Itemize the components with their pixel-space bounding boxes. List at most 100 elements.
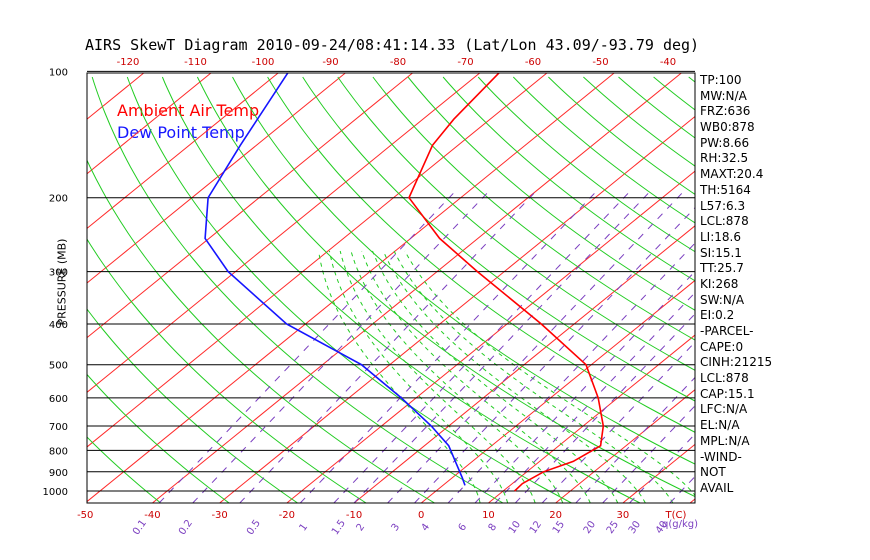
plot-frame (86, 72, 696, 504)
mixing-ratio-line (192, 192, 488, 503)
isotherm-line (0, 73, 77, 503)
temperature-tick-label: -50 (77, 510, 93, 521)
dry-adiabat-line (759, 77, 870, 503)
temperature-tick-label: -20 (279, 510, 295, 521)
moist-adiabat-line (328, 250, 509, 503)
isotherm-line (824, 73, 870, 503)
dry-adiabat-line (829, 77, 870, 503)
dry-adiabat-line (87, 308, 298, 503)
isotherm-line (87, 73, 615, 503)
mixing-ratio-line (414, 207, 695, 503)
plot-border (86, 72, 696, 504)
pressure-tick-label: 800 (49, 446, 68, 457)
dry-adiabat-line (548, 76, 695, 195)
temperature-tick-label: -30 (211, 510, 227, 521)
mixing-ratio-tick-label: 12 (528, 519, 544, 536)
isotherm-line (353, 225, 695, 503)
isotherm-line (286, 170, 695, 503)
stat-item: WB0:878 (700, 120, 755, 135)
dry-adiabat-line (477, 76, 695, 253)
mixing-ratio-line (669, 475, 695, 503)
stat-item: CINH:21215 (700, 355, 773, 370)
mixing-ratio-line (158, 192, 455, 503)
temperature-tick-label: 20 (549, 510, 562, 521)
dry-adiabat-line (337, 76, 695, 371)
stat-item: RH:32.5 (700, 151, 749, 166)
top-temperature-tick-label: -40 (660, 57, 676, 68)
mixing-ratio-tick-label: 15 (551, 519, 567, 536)
mixing-ratio-tick-label: 20 (582, 519, 598, 536)
stat-item: AVAIL (700, 480, 734, 495)
stat-item: LCL:878 (700, 371, 749, 386)
dry-adiabat-line (583, 76, 695, 167)
moist-adiabat-line (361, 250, 591, 503)
dry-adiabat-line (267, 76, 695, 433)
stat-item: FRZ:636 (700, 104, 751, 119)
isotherm-line (488, 334, 695, 503)
top-temperature-tick-label: -120 (117, 57, 140, 68)
stat-item: TH:5164 (700, 182, 751, 197)
top-temperature-tick-label: -80 (390, 57, 406, 68)
dry-adiabat-line (126, 76, 572, 503)
mixing-ratio-tick-label: 2 (355, 522, 368, 534)
stat-item: SW:N/A (700, 292, 745, 307)
dry-adiabat-line (87, 159, 435, 503)
moist-adiabat-line (350, 250, 564, 503)
isotherm-line (87, 73, 145, 120)
mixing-ratio-line (353, 192, 649, 503)
mixing-ratio-tick-label: 8 (487, 522, 500, 534)
mixing-ratio-tick-label: 25 (605, 519, 621, 536)
dry-adiabat-line (302, 76, 695, 402)
temperature-tick-label: -40 (144, 510, 160, 521)
dry-adiabat-line (864, 77, 870, 503)
dry-adiabat-line (442, 76, 695, 282)
stat-item: CAP:15.1 (700, 386, 755, 401)
moist-adiabat-line (318, 250, 481, 503)
mixing-ratio-tick-label: 6 (457, 522, 470, 534)
stat-item: CAPE:0 (700, 339, 744, 354)
dry-adiabat-line (794, 77, 870, 503)
mixing-ratio-line (299, 192, 596, 503)
isotherm-line (689, 498, 695, 503)
mixing-ratio-line (333, 192, 629, 503)
pressure-tick-label: 900 (49, 468, 68, 479)
mixing-ratio-unit-label: q(g/kg) (662, 519, 698, 530)
dry-adiabat-line (87, 238, 367, 503)
isotherm-line (87, 73, 346, 284)
stat-item: NOT (700, 465, 726, 480)
top-temperature-tick-label: -70 (457, 57, 473, 68)
isotherm-line (757, 73, 870, 503)
temperature-unit-label: T(C) (665, 510, 687, 521)
isotherm-line (87, 73, 413, 339)
mixing-ratio-line (447, 242, 695, 503)
mixing-ratio-line (474, 270, 695, 503)
mixing-ratio-tick-label: 0.2 (177, 518, 195, 537)
stat-item: LFC:N/A (700, 402, 748, 417)
isotherm-line (87, 73, 212, 175)
top-temperature-tick-label: -90 (322, 57, 338, 68)
dry-adiabat-line (161, 76, 641, 503)
pressure-tick-label: 100 (49, 67, 68, 78)
mixing-ratio-tick-label: 0.5 (245, 518, 263, 537)
stat-item: EI:0.2 (700, 308, 735, 323)
stat-item: LCL:878 (700, 214, 749, 229)
top-temperature-tick-label: -100 (252, 57, 275, 68)
stability-index-list: TP:100 MW:N/A FRZ:636 WB0:878 PW:8.66 RH:32.5… (700, 73, 772, 497)
pressure-tick-label: 300 (49, 268, 68, 279)
stat-item: MW:N/A (700, 88, 747, 103)
dry-adiabat-line (688, 76, 695, 83)
isobar-lines (87, 70, 695, 492)
stat-item: -PARCEL- (700, 324, 754, 338)
stat-item: PW:8.66 (700, 135, 750, 150)
dew-point-temp-line (204, 73, 466, 486)
pressure-tick-label: 500 (49, 361, 68, 372)
dry-adiabat-line (512, 76, 695, 224)
pressure-tick-label: 200 (49, 194, 68, 205)
mixing-ratio-line (514, 313, 695, 503)
pressure-tick-label: 700 (49, 422, 68, 433)
mixing-ratio-tick-label: 30 (627, 519, 643, 536)
isotherm-line (622, 443, 695, 503)
dry-adiabat-line (653, 76, 695, 111)
stat-item: L57:6.3 (700, 198, 746, 213)
dry-adiabat-line (407, 76, 695, 311)
